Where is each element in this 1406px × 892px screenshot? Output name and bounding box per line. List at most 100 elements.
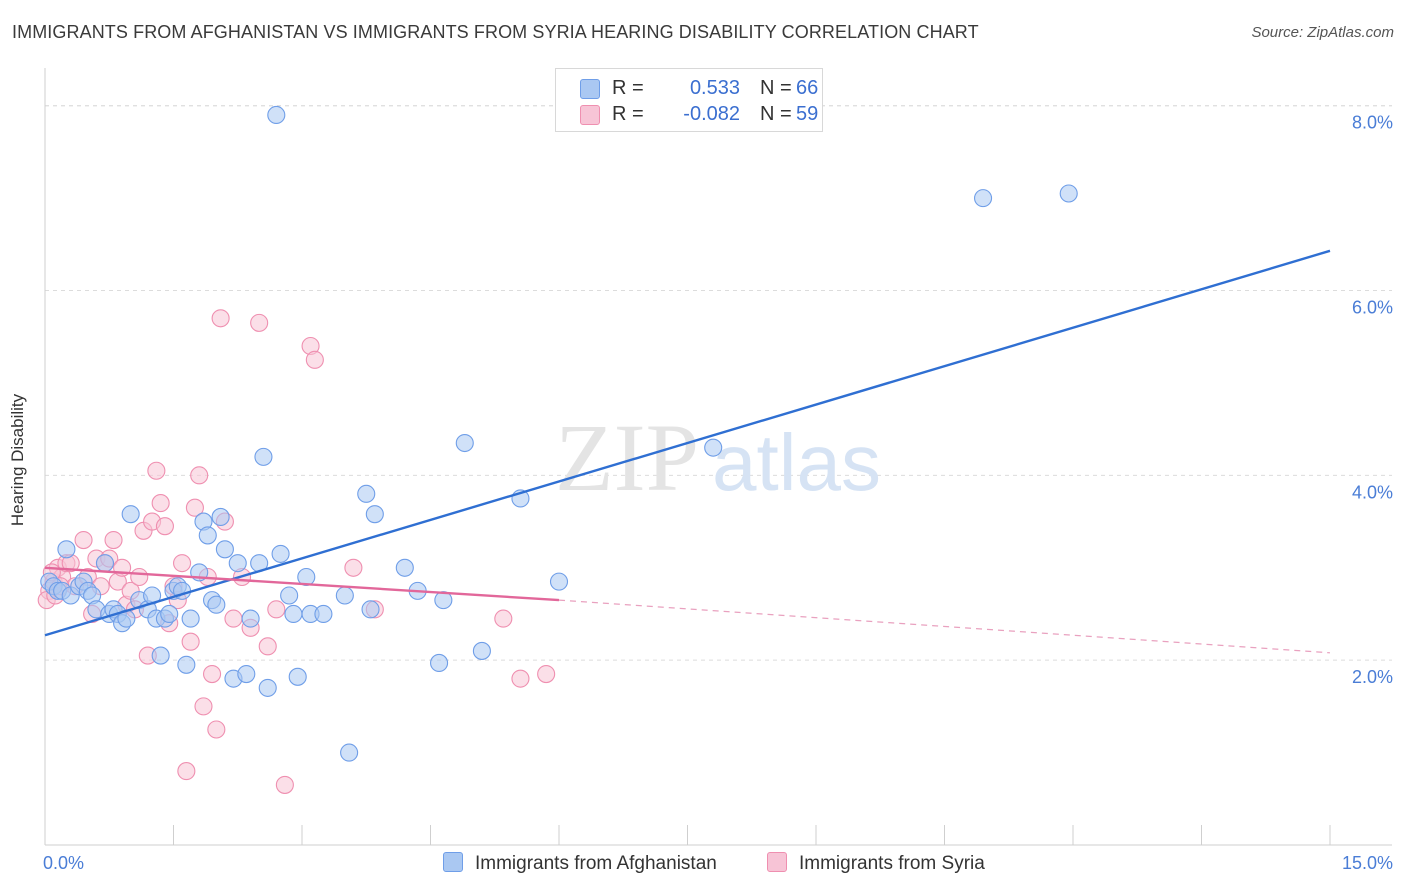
point-afghanistan [704,438,723,457]
point-afghanistan [267,105,286,125]
point-syria [258,637,277,656]
y-tick-label: 4.0% [1352,482,1393,502]
point-afghanistan [271,544,290,563]
point-afghanistan [207,595,226,614]
trendline-syria [44,566,560,602]
point-afghanistan [151,646,170,665]
point-afghanistan [297,567,316,587]
point-syria [177,762,196,781]
point-afghanistan [177,655,196,674]
point-afghanistan [357,484,376,503]
y-tick-label: 6.0% [1352,298,1393,318]
point-syria [211,309,230,328]
point-afghanistan [198,526,217,545]
point-syria [511,669,530,688]
trendline-afghanistan [44,249,1331,637]
watermark: ZIP atlas [555,404,881,511]
point-syria [250,313,269,332]
x-tick-label-min: 0.0% [43,853,84,873]
point-syria [305,350,324,369]
bottom-legend-swatch-afghanistan [443,852,463,872]
point-afghanistan [973,189,993,208]
point-syria [173,554,192,573]
point-syria [344,558,363,577]
y-axis-label: Hearing Disability [8,393,27,527]
point-syria [130,567,149,587]
legend-n-value: 59 [796,103,819,125]
point-syria [267,600,286,619]
point-afghanistan [95,554,115,573]
correlation-legend: R = 0.533 N = 66 R = -0.082 N = 59 [555,68,823,132]
point-afghanistan [472,641,491,660]
bottom-legend-swatch-syria [767,852,787,872]
point-afghanistan [241,609,260,628]
point-syria [181,632,200,651]
point-afghanistan [430,653,449,673]
point-syria [275,775,294,794]
point-syria [194,697,213,716]
point-afghanistan [211,507,230,526]
point-afghanistan [160,604,179,624]
axes [44,68,1392,846]
point-afghanistan [237,664,256,684]
y-tick-label: 8.0% [1352,113,1393,133]
y-tick-label: 2.0% [1352,667,1393,687]
bottom-legend-afghanistan: Immigrants from Afghanistan [443,852,717,875]
point-afghanistan [335,586,354,605]
point-afghanistan [121,505,140,524]
legend-swatch-syria [580,105,600,125]
point-syria [185,498,204,517]
point-afghanistan [434,591,453,610]
legend-swatch-afghanistan [580,79,600,99]
point-syria [224,609,243,628]
point-afghanistan [258,678,277,697]
watermark-zip: ZIP [555,404,699,511]
point-syria [74,530,93,550]
legend-n-label: N = [760,103,792,125]
trendlines [44,249,1331,654]
tick-labels: 2.0% 4.0% 6.0% 8.0% 0.0% 15.0% [43,113,1393,873]
point-syria [537,664,556,684]
point-afghanistan [57,540,76,559]
bottom-legend-syria: Immigrants from Syria [767,852,985,875]
point-syria [155,517,174,536]
x-tick-label-max: 15.0% [1342,853,1393,873]
point-afghanistan [228,554,247,573]
point-afghanistan [254,447,273,466]
bottom-legend-label-syria: Immigrants from Syria [799,853,985,874]
point-afghanistan [280,586,299,605]
legend-r-label: R = [612,103,644,125]
point-syria [190,466,209,485]
legend-r-label: R = [612,77,644,99]
point-syria [147,461,166,480]
point-afghanistan [365,505,384,524]
series-afghanistan [40,105,1078,762]
point-afghanistan [340,743,359,762]
point-afghanistan [314,604,333,624]
point-afghanistan [215,540,234,559]
point-afghanistan [181,609,200,628]
trendline-syria-extension [558,599,1331,654]
chart-title: IMMIGRANTS FROM AFGHANISTAN VS IMMIGRANT… [12,22,979,42]
point-afghanistan [1059,184,1078,203]
source-note: Source: ZipAtlas.com [1251,24,1394,41]
point-afghanistan [361,600,380,619]
point-syria [104,530,123,550]
legend-n-value: 66 [796,77,819,99]
legend-r-value: -0.082 [683,103,740,125]
bottom-legend-label-afghanistan: Immigrants from Afghanistan [475,853,717,874]
watermark-atlas: atlas [712,418,881,507]
point-afghanistan [455,433,474,453]
series-syria [37,309,556,794]
legend-r-value: 0.533 [689,77,740,99]
point-afghanistan [549,572,569,591]
point-afghanistan [284,604,303,624]
point-syria [494,609,513,628]
point-syria [151,494,170,513]
legend-n-label: N = [760,77,792,99]
point-syria [207,720,226,739]
point-afghanistan [288,667,307,686]
point-afghanistan [395,558,414,577]
point-syria [203,664,222,684]
